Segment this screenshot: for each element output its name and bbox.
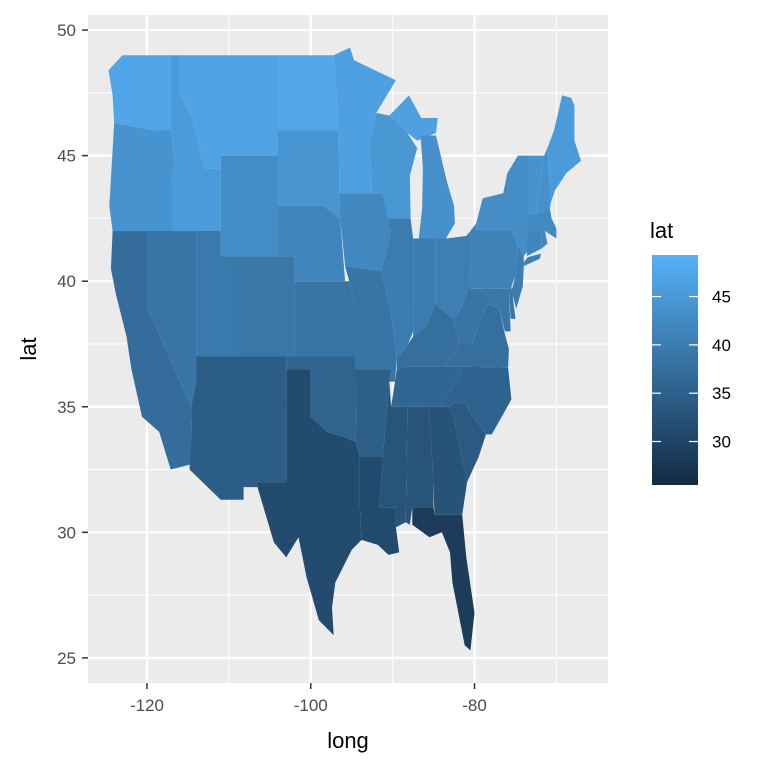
state-south-dakota (278, 130, 341, 219)
state-idaho (171, 55, 221, 232)
state-connecticut (526, 229, 542, 257)
state-oklahoma (286, 356, 357, 442)
state-indiana (413, 238, 436, 337)
state-north-carolina (439, 366, 512, 435)
legend-colorbar (652, 255, 698, 485)
y-axis-title: lat (16, 337, 41, 360)
state-colorado (237, 256, 295, 357)
state-texas (256, 369, 362, 636)
legend-ticks: 30 35 40 45 (652, 288, 731, 452)
y-tick-label: 40 (57, 272, 76, 291)
state-maryland (478, 288, 511, 332)
y-axis: 25 30 35 40 45 50 (57, 21, 88, 668)
legend-title: lat (650, 218, 673, 243)
state-georgia (428, 406, 468, 515)
state-new-jersey (511, 246, 524, 309)
y-tick-label: 45 (57, 147, 76, 166)
state-new-mexico (237, 356, 287, 500)
state-new-york (476, 155, 530, 257)
state-louisiana (359, 457, 400, 555)
state-new-hampshire (535, 148, 551, 214)
x-tick-label: -100 (294, 696, 328, 715)
state-west-virginia (453, 266, 493, 344)
state-iowa (339, 193, 391, 272)
state-nebraska (278, 205, 346, 282)
legend-label: 35 (712, 384, 731, 403)
state-ohio (435, 231, 471, 319)
y-tick-label: 50 (57, 21, 76, 40)
x-tick-label: -80 (462, 696, 487, 715)
state-alabama (405, 406, 434, 525)
state-delaware (508, 286, 516, 319)
x-axis-title: long (327, 728, 369, 753)
state-florida (412, 507, 475, 651)
state-north-dakota (278, 55, 339, 131)
state-illinois (381, 218, 414, 357)
legend-label: 45 (712, 288, 731, 307)
state-minnesota (333, 47, 396, 194)
state-michigan-lower (418, 135, 455, 239)
state-rhode-island (541, 231, 548, 249)
x-axis: -120 -100 -80 (130, 683, 487, 715)
state-california (110, 231, 192, 470)
state-regions (108, 47, 581, 651)
state-washington (108, 55, 172, 131)
legend-label: 40 (712, 336, 731, 355)
state-long-island (523, 253, 541, 267)
x-tick-label: -120 (130, 696, 164, 715)
state-vermont (529, 155, 545, 214)
y-tick-label: 30 (57, 523, 76, 542)
state-mississippi (379, 381, 408, 528)
state-nevada (147, 231, 197, 407)
state-wisconsin (369, 112, 418, 219)
state-wyoming (220, 155, 278, 257)
state-arkansas (355, 369, 391, 457)
state-virginia (444, 303, 509, 368)
state-kansas (294, 281, 355, 357)
state-michigan-upper (389, 95, 438, 141)
state-kentucky (396, 303, 459, 370)
y-tick-label: 35 (57, 398, 76, 417)
state-massachusetts (527, 208, 557, 239)
state-utah (196, 231, 237, 357)
legend-label: 30 (712, 433, 731, 452)
state-south-carolina (449, 401, 486, 483)
legend: lat 30 35 40 45 (650, 218, 731, 485)
state-montana (179, 55, 278, 169)
y-tick-label: 25 (57, 649, 76, 668)
state-tennessee (391, 366, 461, 407)
state-oregon (109, 123, 175, 231)
state-maine (547, 95, 581, 204)
state-pennsylvania (470, 223, 518, 289)
state-arizona (189, 356, 237, 500)
state-missouri (345, 266, 397, 382)
